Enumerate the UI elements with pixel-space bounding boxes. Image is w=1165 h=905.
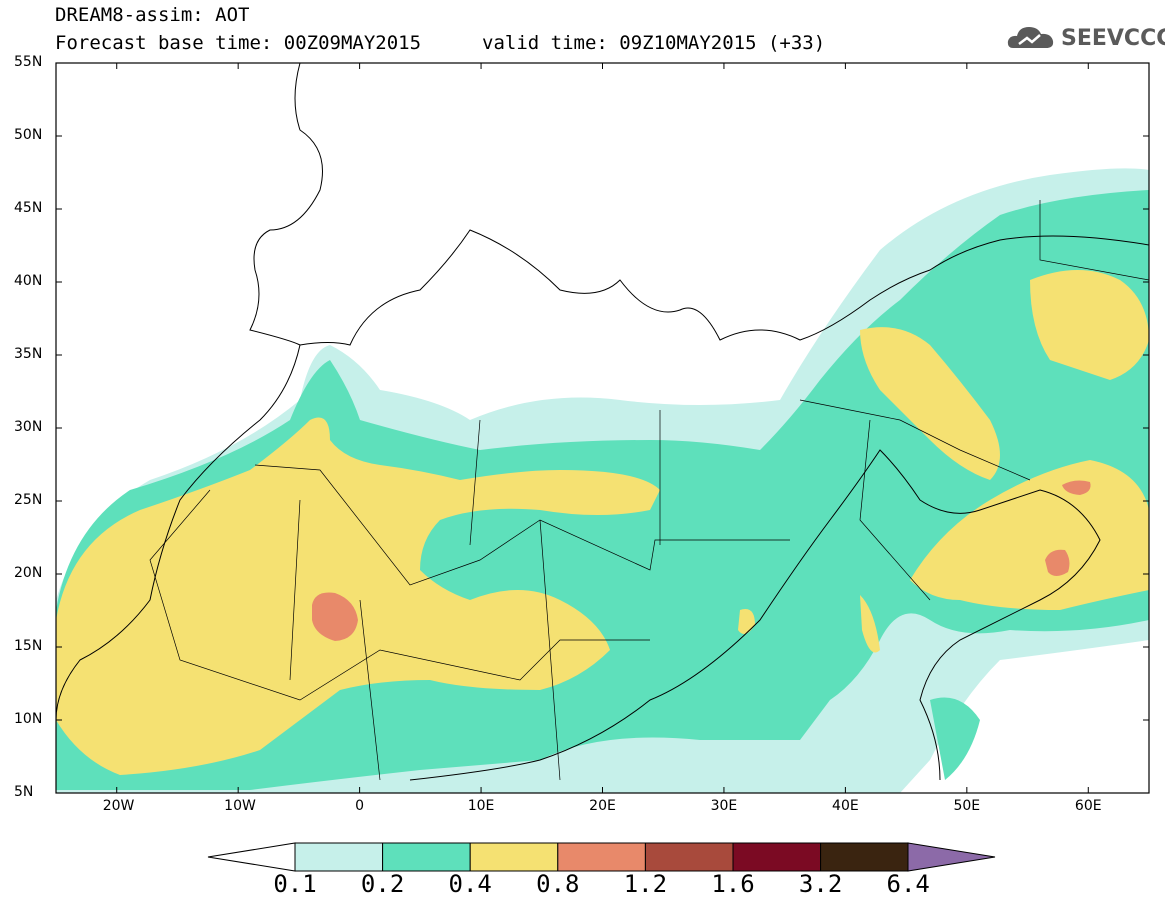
aot-fields <box>56 168 1149 793</box>
colorbar-box <box>294 842 384 872</box>
colorbar-low-arrow <box>207 842 296 872</box>
lon-label: 10E <box>467 798 495 814</box>
seevccc-logo: SEEVCCC <box>1007 22 1165 52</box>
lon-label: 50E <box>953 798 981 814</box>
colorbar-box <box>644 842 734 872</box>
country-borders <box>149 200 1149 781</box>
colorbar-box <box>732 842 822 872</box>
lat-label: 35N <box>14 346 43 362</box>
colorbar-level-label: 0.2 <box>360 870 405 898</box>
colorbar-box <box>557 842 646 872</box>
lat-label: 20N <box>14 565 43 581</box>
lon-label: 20W <box>102 798 135 814</box>
map-title: DREAM8-assim: AOT <box>55 4 250 26</box>
lat-label: 30N <box>14 419 43 435</box>
colorbar-box <box>469 842 559 872</box>
cloud-icon <box>1007 27 1054 48</box>
forecast-base-time: Forecast base time: 00Z09MAY2015 <box>55 32 422 54</box>
colorbar-box <box>820 842 909 872</box>
lon-label: 60E <box>1074 798 1102 814</box>
lon-label: 30E <box>710 798 738 814</box>
lat-label: 5N <box>14 784 34 800</box>
colorbar-level-label: 0.4 <box>448 870 492 898</box>
valid-time: valid time: 09Z10MAY2015 (+33) <box>482 32 826 54</box>
axis-ticks <box>56 62 1149 794</box>
lat-label: 10N <box>14 711 43 727</box>
lat-label: 40N <box>14 273 43 289</box>
colorbar-level-label: 0.8 <box>536 870 580 898</box>
coastlines <box>56 63 1149 781</box>
aot-band-0.8 <box>312 480 1091 641</box>
colorbar-level-label: 1.6 <box>711 870 755 898</box>
lon-label: 40E <box>832 798 859 814</box>
colorbar-level-label: 0.1 <box>273 870 317 898</box>
lat-label: 55N <box>14 54 43 70</box>
lat-label: 25N <box>14 492 43 508</box>
lon-label: 0 <box>355 798 365 814</box>
logo-text: SEEVCCC <box>1061 26 1165 51</box>
aot-band-0.4 <box>56 270 1149 775</box>
lat-label: 50N <box>14 127 43 143</box>
lat-label: 45N <box>14 200 43 216</box>
lon-label: 10W <box>224 798 256 814</box>
colorbar-box <box>382 842 471 872</box>
colorbar-boxes <box>294 842 909 872</box>
colorbar-level-label: 3.2 <box>798 870 843 898</box>
colorbar-level-label: 6.4 <box>886 870 930 898</box>
colorbar <box>207 842 996 872</box>
colorbar-level-label: 1.2 <box>623 870 668 898</box>
lon-label: 20E <box>589 798 616 814</box>
lat-label: 15N <box>14 638 43 654</box>
colorbar-high-arrow <box>907 842 996 872</box>
